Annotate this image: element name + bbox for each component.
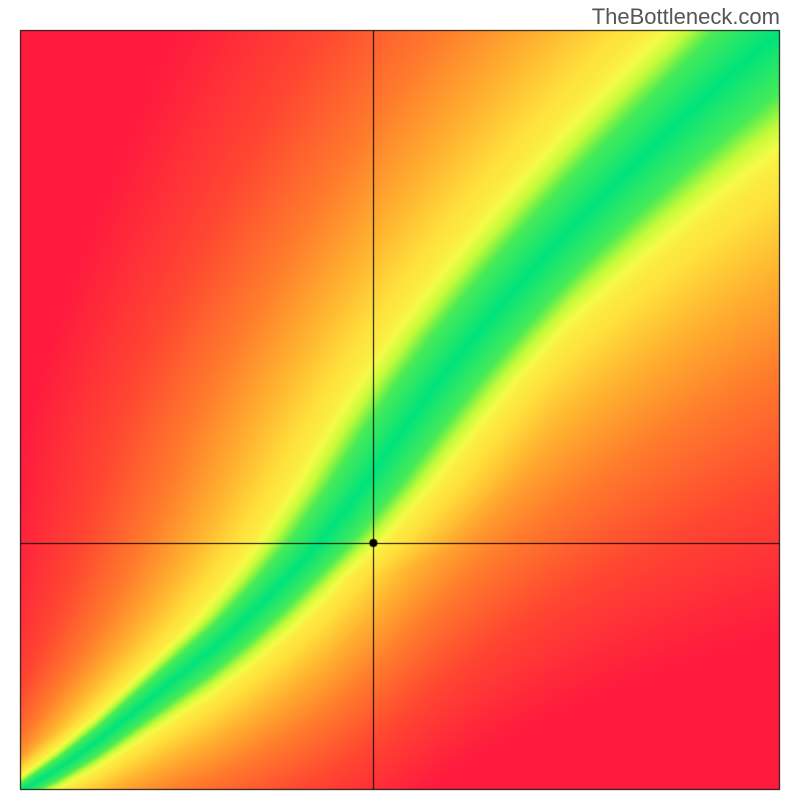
watermark-text: TheBottleneck.com bbox=[592, 4, 780, 30]
bottleneck-heatmap bbox=[0, 0, 800, 800]
